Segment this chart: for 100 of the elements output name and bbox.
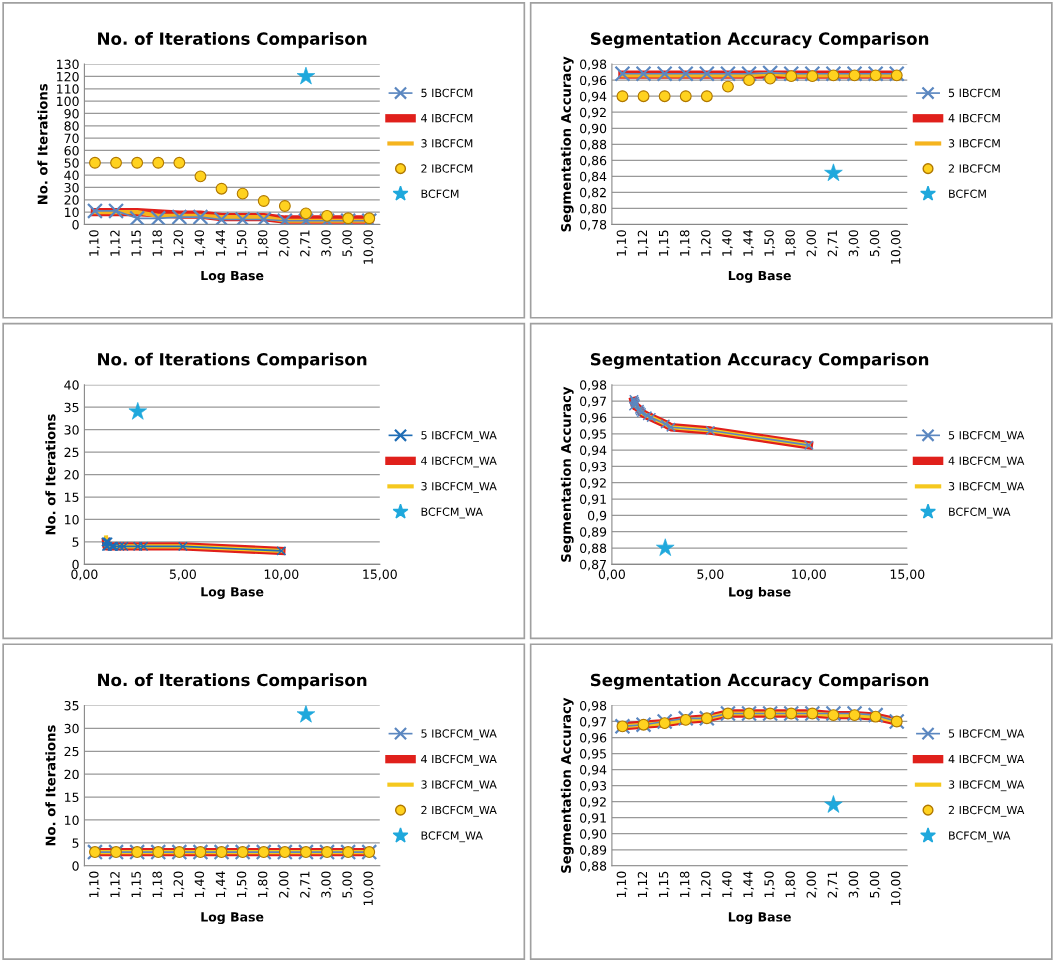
x-tick-label: 1,44 [743, 871, 754, 898]
y-tick-label: 10 [65, 514, 79, 525]
x-tick-label: 5,00 [869, 230, 881, 257]
y-tick-label: 0,88 [580, 139, 607, 151]
y-tick-label: 0,95 [580, 429, 606, 440]
x-tick-label: 1,20 [173, 871, 185, 898]
x-tick-label: 1,50 [764, 871, 776, 898]
x-tick-label: 1,10 [89, 230, 100, 256]
legend-label: BCFCM_WA [421, 507, 483, 519]
y-tick-label: 0,88 [580, 543, 607, 555]
y-tick-label: 60 [64, 145, 79, 156]
x-tick-label: 1,10 [616, 230, 628, 256]
y-tick-label: 0,86 [580, 155, 607, 167]
y-tick-label: 100 [57, 96, 79, 107]
x-tick-label: 5,00 [342, 871, 354, 898]
x-tick-label: 1,44 [215, 871, 227, 898]
legend-label: 3 IBCFCM [421, 139, 473, 148]
y-tick-label: 10 [65, 815, 79, 825]
x-tick-label: 1,18 [679, 230, 691, 256]
y-tick-label: 0,92 [580, 797, 606, 808]
legend-label: 4 IBCFCM_WA [948, 754, 1025, 766]
y-tick-label: 0,9 [587, 510, 607, 522]
x-tick-label: 1,50 [764, 230, 776, 256]
y-tick-label: 15 [65, 792, 79, 803]
chart-title: No. of Iterations Comparison [98, 32, 367, 49]
legend-label: 3 IBCFCM_WA [421, 482, 497, 493]
y-tick-label: 35 [64, 700, 79, 711]
chart-title: No. of Iterations Comparison [98, 673, 367, 690]
y-tick-label: 0,96 [580, 733, 607, 744]
legend-label: BCFCM [949, 189, 986, 198]
y-tick-label: 0,78 [580, 219, 607, 231]
y-tick-label: 10 [65, 207, 79, 218]
legend-label: 2 IBCFCM_WA [948, 805, 1025, 817]
legend-label: 5 IBCFCM [421, 88, 473, 98]
legend-label: 3 IBCFCM_WA [948, 780, 1025, 792]
legend-label: BCFCM [421, 189, 459, 198]
x-tick-label: 5,00 [169, 569, 196, 581]
x-tick-label: 1,40 [194, 871, 206, 898]
y-axis-title: No. of Iterations [37, 84, 48, 204]
x-tick-label: 1,15 [658, 230, 670, 256]
x-tick-label: 5,00 [697, 569, 724, 581]
y-tick-label: 0,84 [580, 171, 607, 183]
x-tick-label: 10,00 [792, 569, 826, 581]
x-tick-label: 1,44 [215, 230, 227, 256]
y-tick-label: 0,96 [580, 412, 607, 424]
y-tick-label: 0,82 [580, 187, 606, 199]
x-tick-label: 1,10 [616, 871, 628, 898]
x-tick-label: 2,00 [806, 230, 818, 257]
x-tick-label: 0,00 [598, 569, 625, 581]
y-tick-label: 90 [64, 108, 79, 119]
y-tick-label: 0 [72, 219, 79, 230]
y-tick-label: 0,95 [580, 749, 606, 760]
y-tick-label: 0,89 [580, 527, 607, 538]
x-axis-title: Log Base [728, 270, 791, 283]
y-tick-label: 40 [64, 380, 79, 390]
x-tick-label: 1,20 [173, 230, 185, 256]
x-tick-label: 15,00 [890, 569, 925, 581]
y-tick-label: 5 [72, 537, 79, 547]
y-tick-label: 0,93 [580, 781, 607, 792]
x-tick-label: 2,00 [279, 871, 290, 898]
y-tick-label: 0,92 [580, 107, 606, 119]
x-axis-title: Log Base [201, 912, 264, 925]
x-tick-label: 1,15 [658, 871, 670, 898]
y-tick-label: 70 [64, 133, 79, 144]
legend-label: 4 IBCFCM_WA [948, 456, 1025, 468]
legend-label: 2 IBCFCM [948, 164, 1000, 173]
y-tick-label: 0,94 [580, 91, 607, 103]
x-tick-label: 3,00 [321, 871, 332, 898]
x-tick-label: 1,18 [152, 230, 164, 256]
legend-label: 3 IBCFCM_WA [948, 482, 1025, 493]
legend-label: 2 IBCFCM [421, 164, 473, 173]
y-tick-label: 20 [64, 470, 79, 480]
y-tick-label: 30 [64, 425, 79, 435]
chart-title: Segmentation Accuracy Comparison [590, 673, 929, 690]
legend-label: 4 IBCFCM_WA [421, 754, 497, 766]
x-tick-label: 2,71 [300, 871, 311, 898]
legend-label: BCFCM_WA [949, 507, 1011, 519]
legend-label: 5 IBCFCM_WA [421, 729, 497, 741]
y-tick-label: 0,91 [580, 494, 606, 506]
y-tick-label: 50 [64, 158, 79, 168]
y-tick-label: 0,93 [580, 461, 607, 473]
chart-title: Segmentation Accuracy Comparison [590, 352, 929, 369]
y-tick-label: 0,88 [580, 861, 607, 872]
y-axis-title: Segmentation Accuracy [560, 697, 574, 873]
x-tick-label: 2,00 [806, 871, 818, 898]
x-tick-label: 1,15 [131, 871, 143, 898]
chart-title: No. of Iterations Comparison [98, 352, 367, 369]
x-tick-label: 1,12 [110, 871, 121, 898]
y-tick-label: 120 [57, 71, 79, 82]
x-tick-label: 2,71 [827, 230, 839, 257]
y-tick-label: 30 [64, 182, 79, 193]
y-tick-label: 110 [57, 84, 79, 94]
legend-label: 5 IBCFCM_WA [948, 430, 1025, 442]
y-tick-label: 25 [64, 447, 79, 458]
x-tick-label: 1,80 [785, 230, 797, 256]
x-tick-label: 10,00 [264, 569, 299, 581]
x-tick-label: 1,20 [701, 871, 712, 898]
y-tick-label: 15 [65, 492, 79, 502]
y-tick-label: 0,90 [580, 123, 607, 135]
x-tick-label: 1,80 [257, 230, 269, 256]
